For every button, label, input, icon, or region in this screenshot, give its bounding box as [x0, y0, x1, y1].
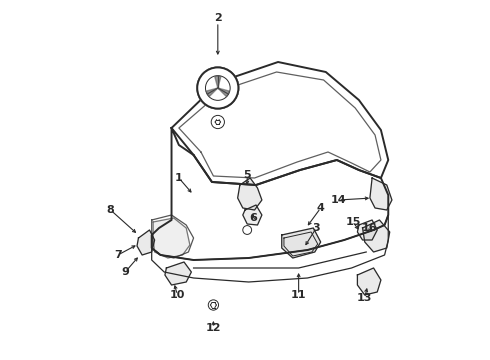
- Text: 8: 8: [107, 205, 115, 215]
- Text: 5: 5: [244, 170, 251, 180]
- Circle shape: [197, 67, 239, 109]
- Text: 2: 2: [214, 13, 221, 23]
- Polygon shape: [153, 218, 190, 258]
- Text: 13: 13: [357, 293, 372, 303]
- Text: 15: 15: [345, 217, 361, 227]
- Text: 3: 3: [313, 223, 320, 233]
- Text: 4: 4: [317, 203, 324, 213]
- Polygon shape: [243, 205, 262, 225]
- Polygon shape: [218, 88, 229, 96]
- Polygon shape: [363, 220, 390, 252]
- Text: 1: 1: [175, 173, 183, 183]
- Text: 14: 14: [330, 195, 346, 205]
- Text: 12: 12: [206, 323, 221, 333]
- Polygon shape: [282, 228, 320, 258]
- Polygon shape: [357, 220, 377, 240]
- Text: 11: 11: [291, 290, 306, 300]
- Text: 6: 6: [249, 213, 257, 223]
- Polygon shape: [137, 230, 155, 255]
- Text: 9: 9: [122, 267, 129, 277]
- Polygon shape: [206, 88, 218, 96]
- Text: 16: 16: [362, 223, 378, 233]
- Text: 10: 10: [170, 290, 185, 300]
- Circle shape: [208, 300, 219, 310]
- Text: 7: 7: [114, 250, 122, 260]
- Circle shape: [211, 116, 224, 129]
- Polygon shape: [215, 76, 221, 88]
- Polygon shape: [165, 262, 192, 285]
- Polygon shape: [370, 178, 392, 210]
- Polygon shape: [238, 178, 262, 210]
- Polygon shape: [357, 268, 381, 295]
